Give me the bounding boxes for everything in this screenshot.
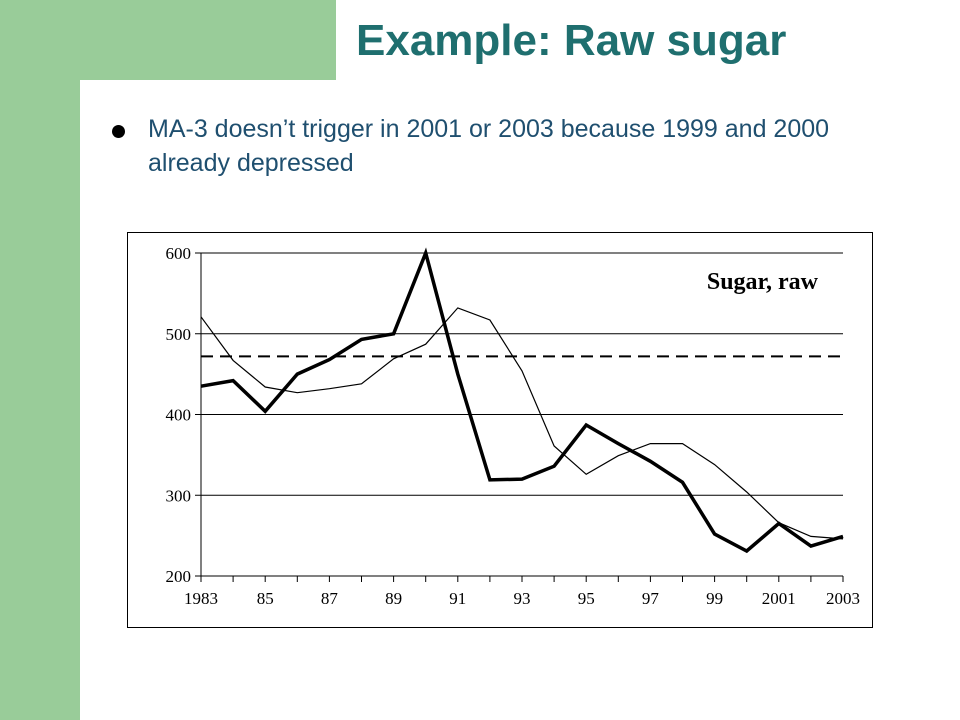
series-line-thick — [200, 247, 844, 554]
y-tick-label: 300 — [166, 486, 192, 505]
x-tick-label: 1983 — [184, 589, 218, 608]
y-tick-label: 600 — [166, 244, 192, 263]
series-line-thin — [200, 307, 844, 540]
y-tick-label: 200 — [166, 567, 192, 586]
x-tick-label: 85 — [257, 589, 274, 608]
green-top-band — [80, 0, 336, 80]
x-tick-label: 2001 — [762, 589, 796, 608]
x-tick-label: 93 — [514, 589, 531, 608]
x-tick-label: 89 — [385, 589, 402, 608]
rounded-corner — [80, 80, 140, 140]
chart-frame: 200 300 400 500 600 1983 85 87 89 91 93 95 97 99 2001 2… — [127, 232, 873, 628]
x-tick-label: 95 — [578, 589, 595, 608]
green-side-bar — [0, 0, 80, 720]
slide-title: Example: Raw sugar — [356, 16, 787, 65]
x-tick-label: 91 — [449, 589, 466, 608]
y-tick-label: 400 — [166, 406, 192, 425]
x-tick-label: 2003 — [826, 589, 860, 608]
chart-title: Sugar, raw — [707, 269, 819, 295]
sugar-price-chart: 200 300 400 500 600 1983 85 87 89 91 93 95 97 99 2001 2… — [166, 244, 861, 608]
bullet-dot — [112, 125, 125, 138]
y-tick-label: 500 — [166, 325, 192, 344]
x-tick-label: 97 — [642, 589, 660, 608]
bullet-text: MA-3 doesn’t trigger in 2001 or 2003 bec… — [148, 115, 830, 177]
x-tick-label: 99 — [706, 589, 723, 608]
x-tick-label: 87 — [321, 589, 339, 608]
